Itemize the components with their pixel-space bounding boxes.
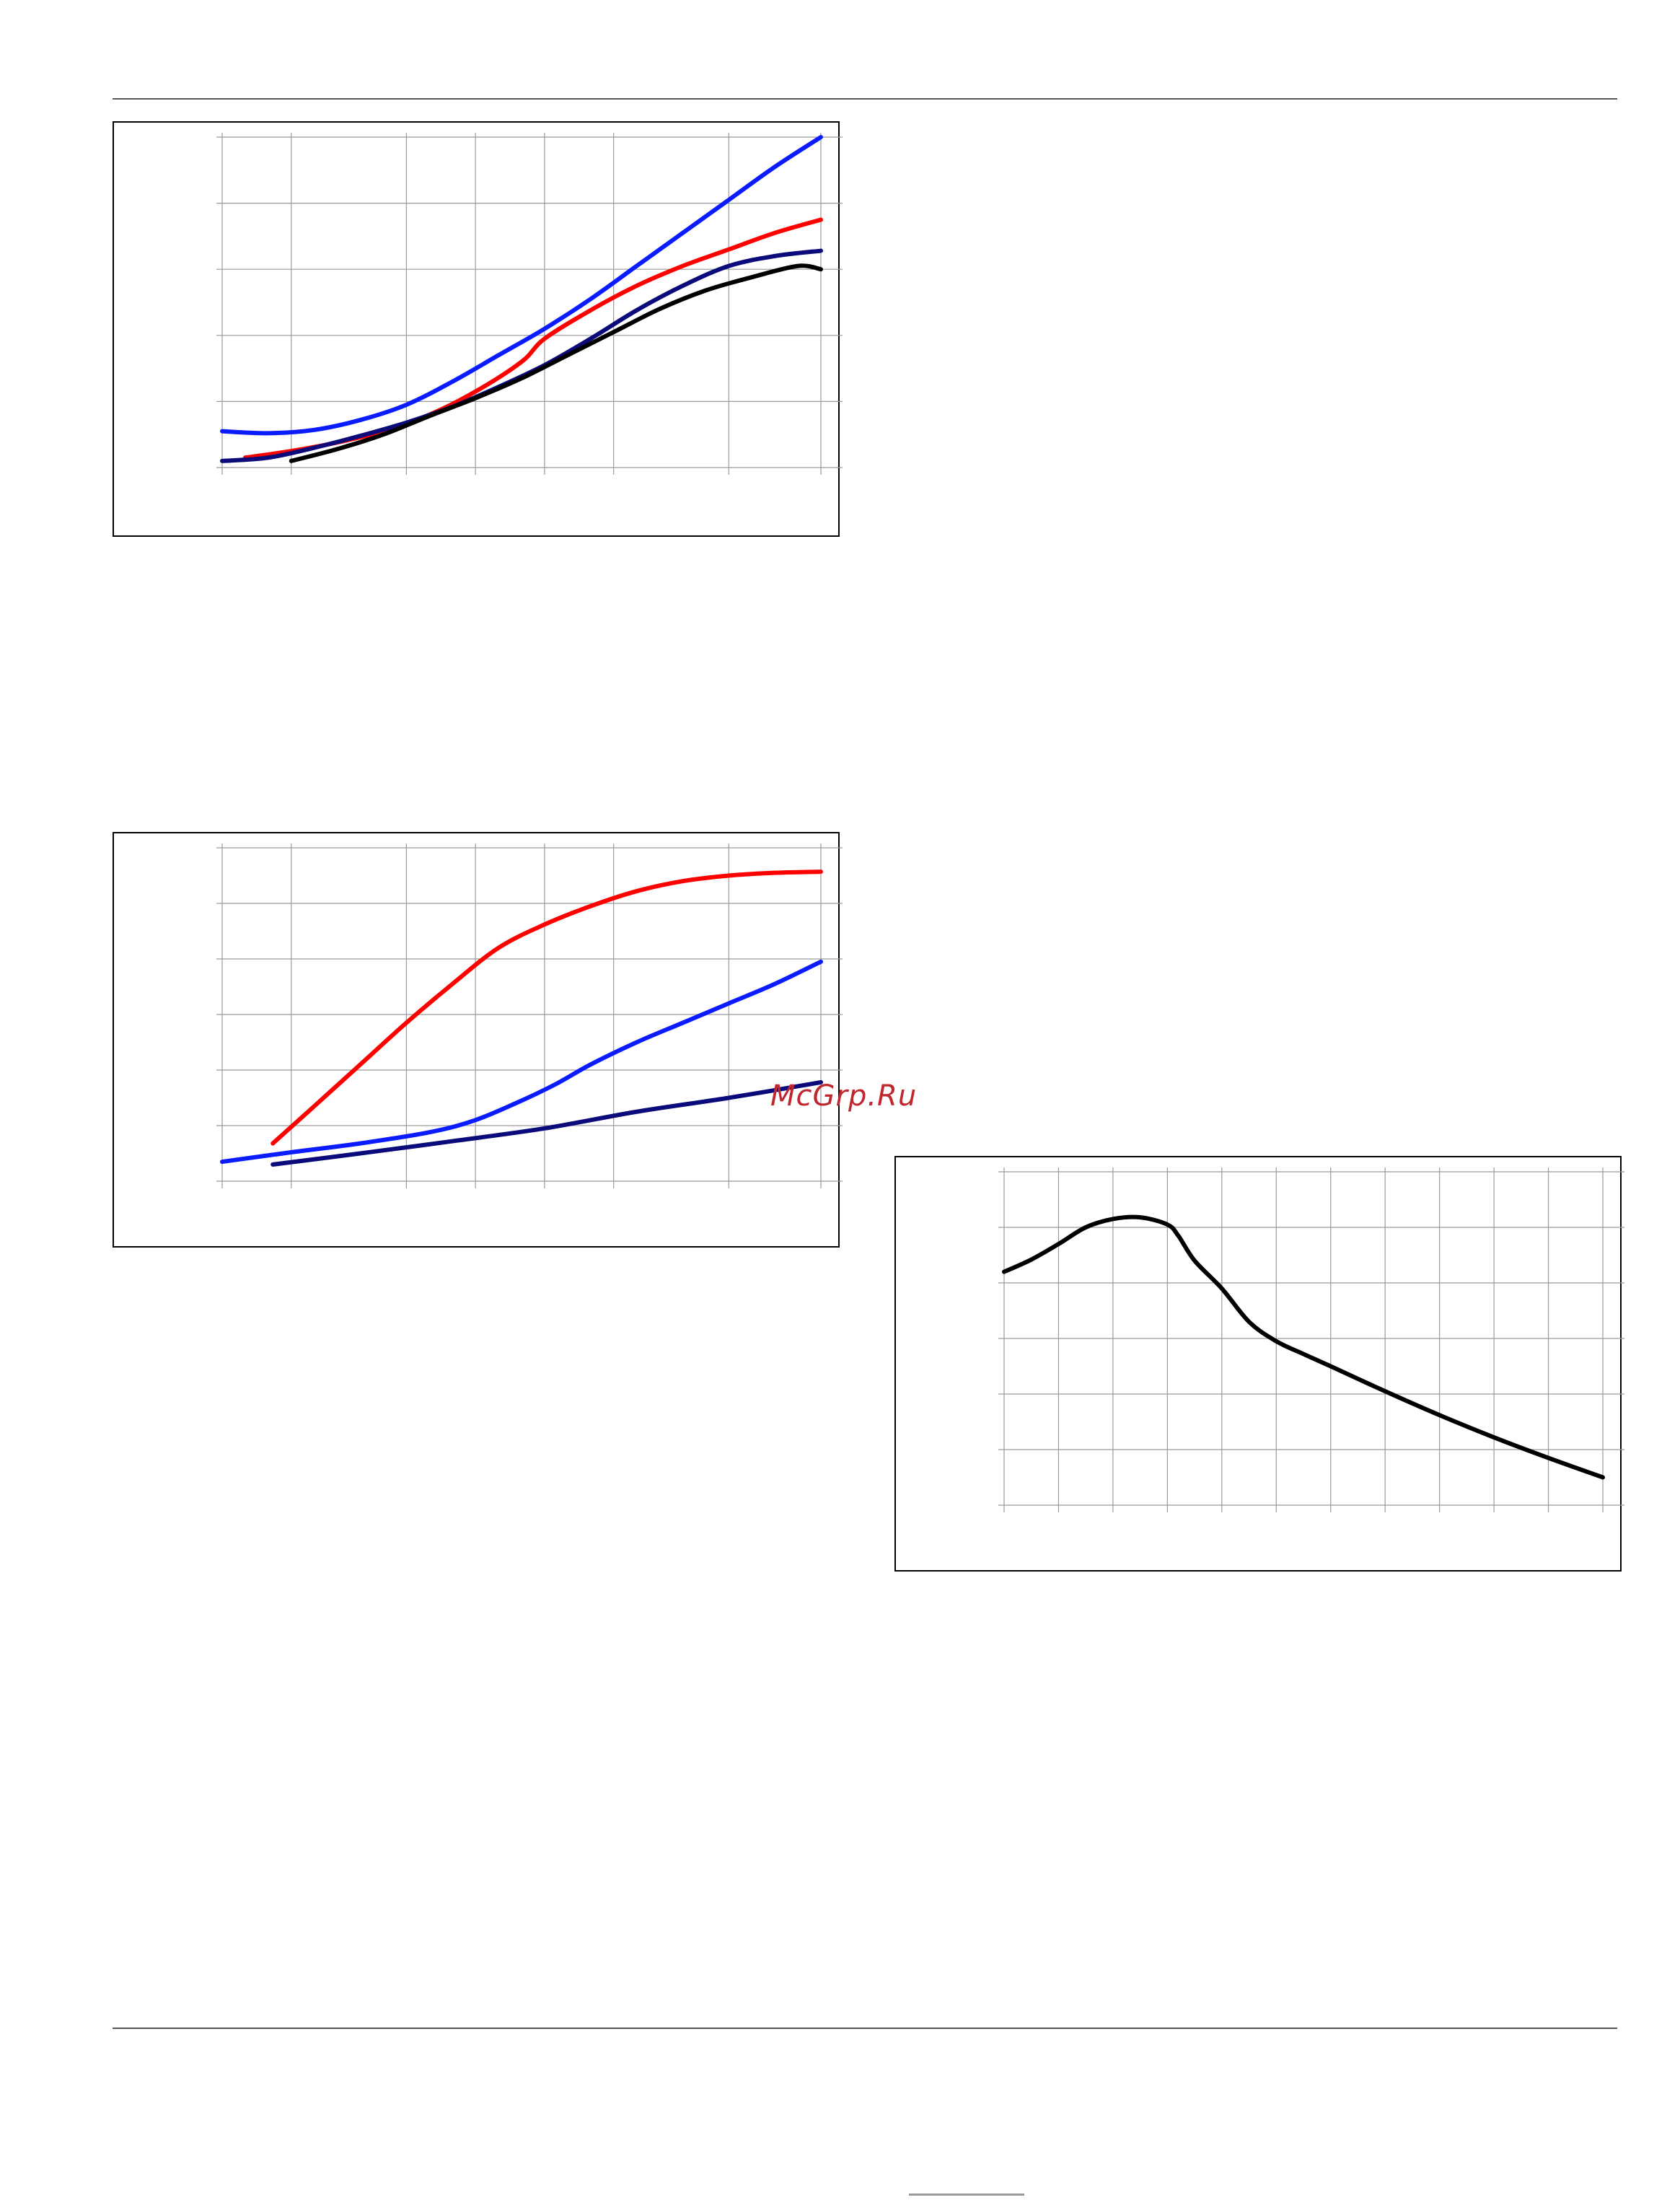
chart-middle-left xyxy=(113,832,843,1248)
series-line-blue xyxy=(220,135,823,436)
series-line-red xyxy=(242,217,823,460)
chart-right xyxy=(894,1156,1624,1572)
series-line-black xyxy=(1002,1214,1605,1480)
series-line-red xyxy=(271,869,823,1146)
chart-top-left-plot xyxy=(216,133,843,475)
watermark-text: McGrp.Ru xyxy=(770,1079,918,1113)
series-line-black xyxy=(289,263,823,463)
bottom-rule xyxy=(113,2028,1617,2029)
series-line-navy xyxy=(271,1079,823,1167)
series-line-blue xyxy=(220,959,823,1165)
chart-middle-left-plot xyxy=(216,843,843,1188)
footer-mark xyxy=(909,2194,1024,2196)
chart-right-plot xyxy=(998,1167,1624,1512)
top-rule xyxy=(113,98,1617,100)
chart-top-left xyxy=(113,121,843,537)
